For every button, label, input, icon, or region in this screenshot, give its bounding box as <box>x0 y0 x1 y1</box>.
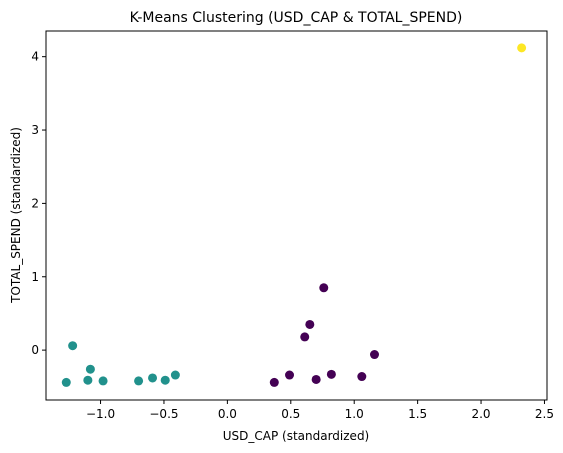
cluster-1-point-2 <box>83 375 93 385</box>
y-axis-label: TOTAL_SPEND (standardized) <box>9 127 23 304</box>
cluster-0-point-0 <box>269 377 279 387</box>
x-tick-label: 2.0 <box>471 407 490 421</box>
cluster-1-point-0 <box>61 377 71 387</box>
x-tick-label: 0.0 <box>218 407 237 421</box>
cluster-0-point-5 <box>319 283 329 293</box>
cluster-0-point-3 <box>305 319 315 329</box>
points-layer <box>61 43 527 387</box>
x-tick-label: 0.5 <box>281 407 300 421</box>
y-tick-label: 2 <box>31 196 39 210</box>
x-tick-label: −0.5 <box>149 407 178 421</box>
cluster-0-point-8 <box>370 350 379 360</box>
cluster-1-point-1 <box>68 341 78 351</box>
cluster-0-point-4 <box>311 374 321 384</box>
cluster-2-point-0 <box>517 43 527 53</box>
y-tick-label: 0 <box>31 343 39 357</box>
cluster-1-point-8 <box>170 370 180 380</box>
y-axis-ticks: 0 1 2 3 4 <box>31 50 46 357</box>
x-axis-ticks: −1.0 −0.5 0.0 0.5 1.0 1.5 2.0 2.5 <box>86 400 554 421</box>
cluster-0-point-2 <box>300 332 310 342</box>
cluster-1-point-5 <box>134 376 144 386</box>
x-tick-label: 1.5 <box>408 407 427 421</box>
cluster-1-point-7 <box>160 375 170 385</box>
cluster-1-point-6 <box>148 373 158 383</box>
x-axis-label: USD_CAP (standardized) <box>223 429 370 443</box>
x-tick-label: 2.5 <box>535 407 554 421</box>
y-tick-label: 3 <box>31 123 39 137</box>
plot-frame <box>45 30 548 401</box>
cluster-0-point-7 <box>357 372 367 382</box>
y-tick-label: 1 <box>31 270 39 284</box>
cluster-0-point-1 <box>285 370 295 380</box>
x-tick-label: 1.0 <box>345 407 364 421</box>
x-tick-label: −1.0 <box>86 407 115 421</box>
cluster-1-point-4 <box>98 376 108 386</box>
cluster-0-point-6 <box>326 369 336 379</box>
cluster-1-point-3 <box>85 364 95 374</box>
chart-title: K-Means Clustering (USD_CAP & TOTAL_SPEN… <box>130 10 463 26</box>
y-tick-label: 4 <box>31 50 39 64</box>
